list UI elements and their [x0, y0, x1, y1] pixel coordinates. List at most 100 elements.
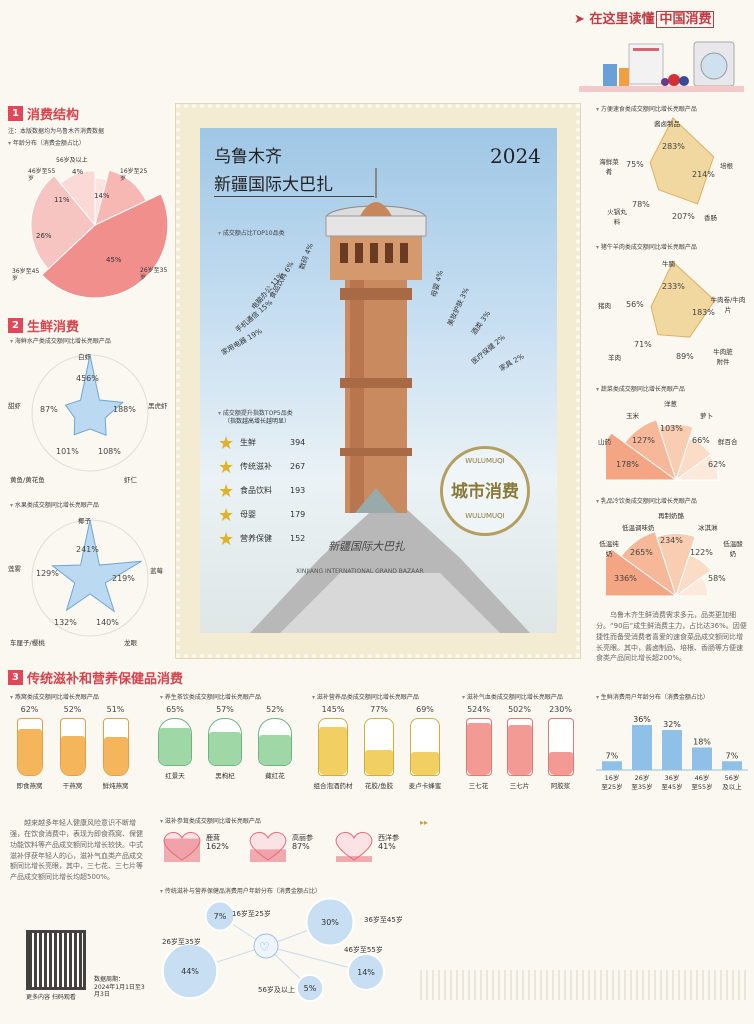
product-name: 干燕窝 — [62, 782, 83, 790]
bubble-label-1: 36岁至45岁 — [364, 916, 403, 924]
product-name: 鲜炖燕窝 — [102, 782, 129, 790]
product-fill — [319, 727, 347, 775]
meat-label-2: 牛肉脏附件 — [713, 348, 733, 366]
veg-value-0: 178% — [616, 460, 639, 469]
product-value: 145% — [321, 705, 345, 714]
star-icon: ★ — [218, 432, 235, 454]
meat-label-4: 猪肉 — [598, 302, 611, 310]
seafood-value-0: 456% — [76, 374, 99, 383]
product-value: 524% — [467, 705, 490, 714]
bar-tick: 26岁 — [635, 773, 650, 782]
product-container — [258, 718, 292, 766]
ginseng-item: 高丽参 87% — [246, 830, 330, 870]
bar-tick: 及以上 — [722, 782, 742, 791]
seal-bottom: WULUMUQI — [465, 512, 505, 520]
fan-sector — [674, 576, 709, 597]
veg-label-3: 萝卜 — [700, 412, 713, 420]
tea-title: 养生茶饮类成交额同比增长亮眼产品 — [160, 692, 261, 701]
dairy-label-2: 再制奶酪 — [658, 512, 684, 520]
product-name: 红景天 — [165, 772, 185, 780]
product-fill — [365, 749, 393, 775]
bar-tick: 16岁 — [605, 773, 620, 782]
seafood-title: 海鲜水产类成交额同比增长亮眼产品 — [10, 336, 111, 345]
top5-note: （指数越高增长越明显） — [224, 418, 291, 425]
product-fill — [209, 732, 241, 765]
pie-slice — [41, 193, 169, 299]
heart-icon — [335, 831, 373, 862]
product-container — [410, 718, 440, 776]
section-3-title: 3 传统滋补和营养保健品消费 — [8, 668, 183, 687]
wine-title: 滋补营养品类成交额同比增长亮眼产品 — [312, 692, 419, 701]
product-name: 三七花 — [468, 782, 489, 790]
pie-label-26: 26岁至35岁 — [140, 267, 168, 282]
bar-tick: 36岁 — [665, 773, 680, 782]
product-value: 69% — [416, 705, 434, 714]
seafood-value-2: 108% — [98, 447, 121, 456]
heart-icon: ♡ — [259, 940, 270, 954]
top5-row: ★ 食品饮料 193 — [218, 480, 306, 502]
product-fill — [259, 735, 291, 765]
heart-fill — [164, 838, 200, 862]
pie-label-36: 36岁至45岁 — [12, 268, 40, 283]
seal-top: WULUMUQI — [465, 457, 505, 465]
ginseng-name: 鹿茸 — [206, 834, 220, 842]
pie-value-16: 14% — [94, 192, 110, 200]
poster-place: 新疆国际大巴扎 — [214, 175, 333, 195]
bar-tick: 至35岁 — [631, 782, 652, 791]
tower-illustration — [250, 168, 530, 633]
product-value: 230% — [549, 705, 572, 714]
dairy-label-0: 低温纯奶 — [599, 540, 619, 558]
fruit-label-3: 车厘子/樱桃 — [10, 639, 45, 647]
fast-label-2: 香肠 — [704, 214, 717, 222]
product-name: 阿胶浆 — [550, 782, 571, 790]
right-paragraph: 乌鲁木齐生鲜消费需求多元，品类更加细分。“90后”成生鲜消费主力，占比达36%。… — [596, 611, 747, 663]
product-fill — [411, 752, 439, 775]
product-item: 52% 藏红花 — [250, 705, 300, 800]
seafood-value-4: 87% — [40, 405, 58, 414]
poster-underline — [214, 196, 374, 197]
poster-year: 2024 — [490, 144, 541, 168]
age-bubble — [204, 900, 236, 932]
header-title: ➤ 在这里读懂 中国消费 — [574, 8, 715, 28]
pie-value-46: 11% — [54, 196, 70, 204]
fast-pentagon-chart — [649, 117, 715, 205]
product-fill — [466, 722, 491, 775]
top5-row: ★ 母婴 179 — [218, 504, 306, 526]
dairy-fan-chart — [606, 530, 712, 598]
product-item: 52% 干燕窝 — [51, 705, 94, 800]
fast-value-4: 75% — [626, 160, 644, 169]
ginseng-item: 西洋参 41% — [332, 830, 416, 870]
header: ➤ 在这里读懂 中国消费 — [574, 6, 749, 96]
fresh-age-bar-chart: 7% 16岁至25岁 36% 26岁至35岁 32% 36岁至45岁 18% 46岁至55岁 7… — [596, 715, 748, 791]
veg-fan-chart — [606, 419, 719, 482]
product-value: 65% — [166, 705, 184, 714]
qr-code[interactable] — [26, 930, 86, 990]
pie-slice — [30, 174, 96, 270]
veg-value-2: 103% — [660, 424, 683, 433]
top5-row: ★ 生鲜 394 — [218, 432, 306, 454]
fruit-value-4: 129% — [36, 569, 59, 578]
bar-tick: 至25岁 — [601, 782, 622, 791]
bar-label: 36% — [633, 715, 651, 724]
product-value: 52% — [63, 705, 82, 714]
fan-sector — [675, 554, 712, 598]
section-3-paragraph: 越来越多年轻人健康风险意识不断增强，在饮食消费中，表现为即食燕窝、保健功能饮料等… — [10, 819, 143, 882]
star-icon: ★ — [218, 528, 235, 550]
product-value: 51% — [106, 705, 125, 714]
bird-title: 燕窝类成交额同比增长亮眼产品 — [10, 692, 99, 701]
section-1-title: 1 消费结构 — [8, 104, 168, 123]
fruit-star-chart — [31, 519, 149, 637]
dairy-value-4: 58% — [708, 574, 726, 583]
meat-pentagon-chart — [650, 261, 716, 338]
top5-row: ★ 营养保健 152 — [218, 528, 306, 550]
product-item: 524% 三七花 — [458, 705, 499, 800]
fruit-title: 水果类成交额同比增长亮眼产品 — [10, 500, 99, 509]
meat-value-0: 233% — [662, 282, 685, 291]
meat-label-1: 牛肉卷/牛肉片 — [710, 296, 746, 314]
building-en: XINJIANG INTERNATIONAL GRAND BAZAAR — [296, 568, 424, 575]
veg-title: 蔬菜类成交额同比增长亮眼产品 — [596, 384, 685, 393]
pie-value-36: 26% — [36, 232, 52, 240]
dairy-value-3: 122% — [690, 548, 713, 557]
fruit-label-4: 莲雾 — [8, 565, 21, 573]
